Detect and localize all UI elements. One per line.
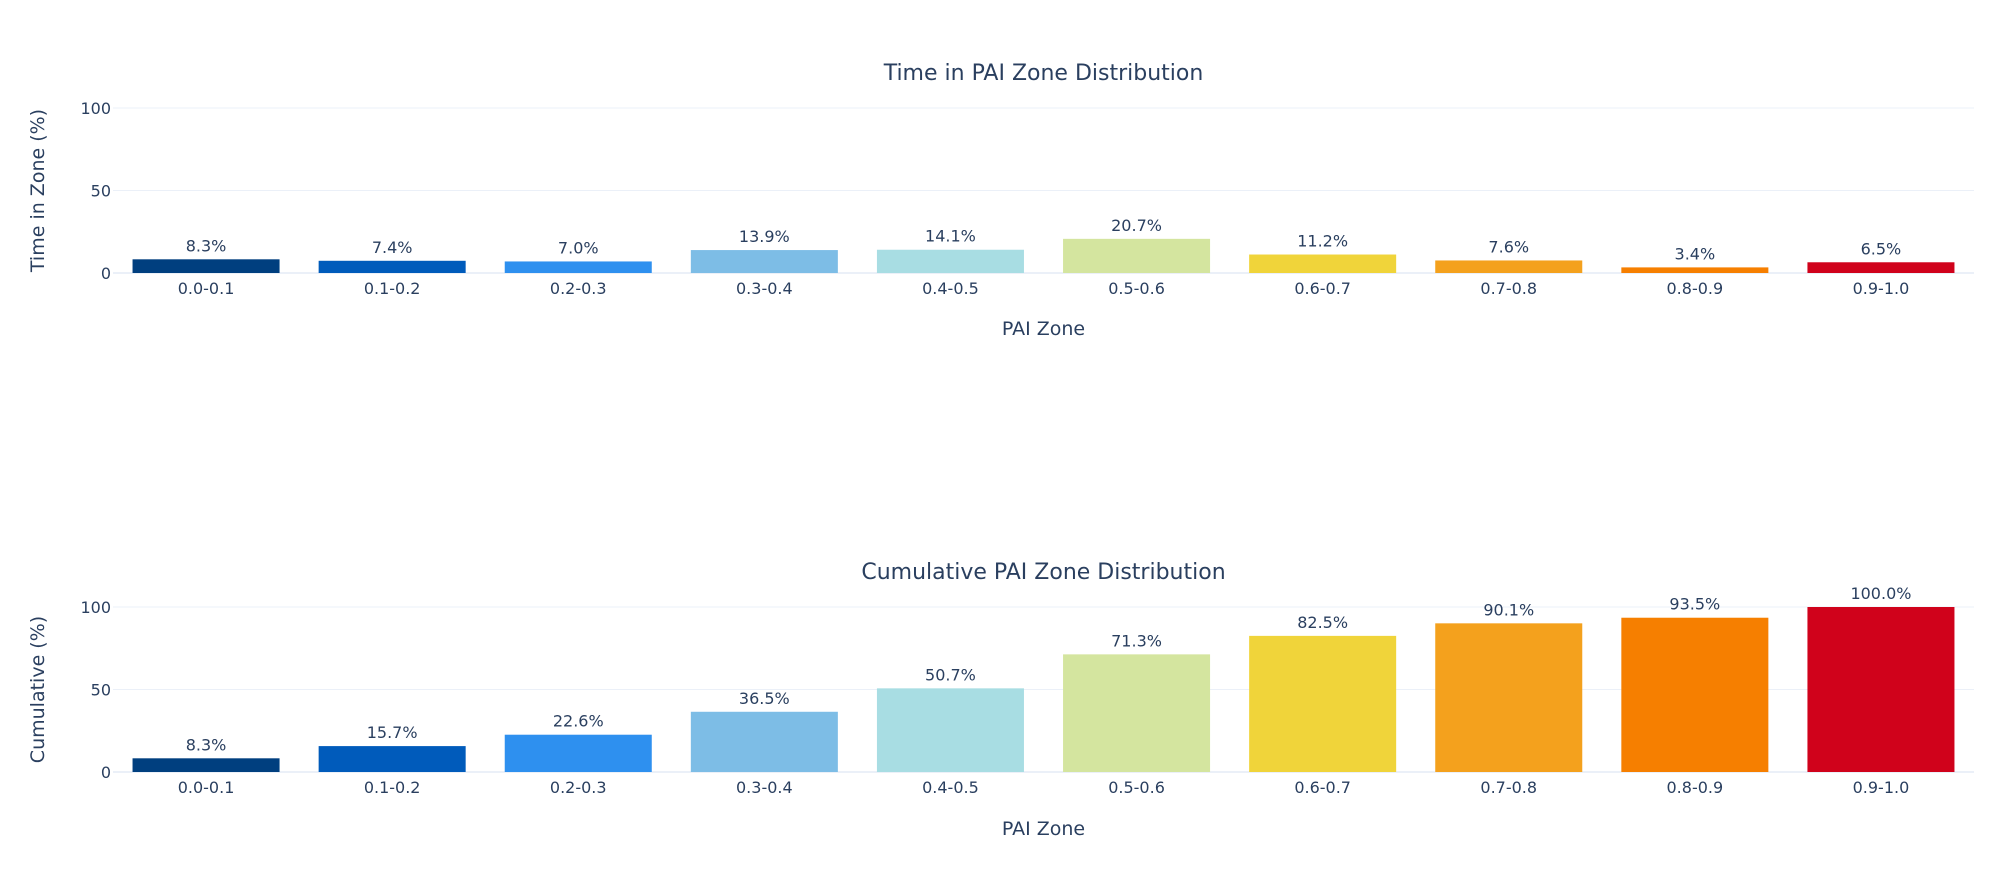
y-tick-label: 100 <box>80 598 111 617</box>
chart-title: Time in PAI Zone Distribution <box>883 61 1204 86</box>
bar <box>690 250 838 273</box>
bar <box>504 734 652 772</box>
y-axis-label: Time in Zone (%) <box>27 109 49 273</box>
bar <box>1249 635 1397 772</box>
x-tick-label: 0.9-1.0 <box>1853 778 1910 797</box>
bar <box>1249 254 1397 273</box>
x-tick-label: 0.6-0.7 <box>1294 778 1351 797</box>
y-tick-label: 50 <box>91 182 111 201</box>
x-tick-label: 0.6-0.7 <box>1294 279 1351 298</box>
bar <box>1621 267 1769 273</box>
x-tick-label: 0.1-0.2 <box>364 778 421 797</box>
x-tick-label: 0.8-0.9 <box>1667 778 1724 797</box>
data-label: 8.3% <box>186 236 227 255</box>
x-tick-label: 0.3-0.4 <box>736 279 793 298</box>
bar <box>1807 262 1955 273</box>
bar <box>1063 238 1211 273</box>
bar <box>1807 607 1955 772</box>
bar <box>876 249 1024 273</box>
bar <box>1435 623 1583 772</box>
data-label: 14.1% <box>925 227 976 246</box>
bar <box>690 711 838 772</box>
bar <box>132 758 280 772</box>
x-axis-label: PAI Zone <box>1002 318 1085 340</box>
data-label: 71.3% <box>1111 631 1162 650</box>
data-label: 8.3% <box>186 735 227 754</box>
data-label: 20.7% <box>1111 216 1162 235</box>
data-label: 7.0% <box>558 238 599 257</box>
chart-title: Cumulative PAI Zone Distribution <box>861 560 1225 585</box>
x-tick-label: 0.4-0.5 <box>922 279 979 298</box>
x-tick-label: 0.0-0.1 <box>178 279 235 298</box>
x-axis-label: PAI Zone <box>1002 818 1085 840</box>
data-label: 36.5% <box>739 689 790 708</box>
data-label: 100.0% <box>1850 584 1911 603</box>
y-tick-label: 50 <box>91 681 111 700</box>
data-label: 7.4% <box>372 238 413 257</box>
x-tick-label: 0.1-0.2 <box>364 279 421 298</box>
data-label: 93.5% <box>1669 595 1720 614</box>
y-tick-label: 100 <box>80 99 111 118</box>
y-tick-label: 0 <box>101 763 111 782</box>
x-tick-label: 0.4-0.5 <box>922 778 979 797</box>
data-label: 82.5% <box>1297 613 1348 632</box>
data-label: 6.5% <box>1861 239 1902 258</box>
bar <box>1621 617 1769 772</box>
bar <box>318 260 466 273</box>
x-tick-label: 0.2-0.3 <box>550 279 607 298</box>
bar <box>504 261 652 273</box>
x-tick-label: 0.7-0.8 <box>1480 778 1537 797</box>
x-tick-label: 0.0-0.1 <box>178 778 235 797</box>
bar <box>1063 654 1211 772</box>
data-label: 22.6% <box>553 712 604 731</box>
data-label: 3.4% <box>1675 244 1716 263</box>
x-tick-label: 0.9-1.0 <box>1853 279 1910 298</box>
bar <box>318 746 466 772</box>
data-label: 13.9% <box>739 227 790 246</box>
x-tick-label: 0.3-0.4 <box>736 778 793 797</box>
x-tick-label: 0.5-0.6 <box>1108 778 1165 797</box>
bar <box>132 259 280 273</box>
x-tick-label: 0.8-0.9 <box>1667 279 1724 298</box>
data-label: 50.7% <box>925 665 976 684</box>
data-label: 11.2% <box>1297 232 1348 251</box>
x-tick-label: 0.5-0.6 <box>1108 279 1165 298</box>
data-label: 7.6% <box>1488 237 1529 256</box>
x-tick-label: 0.2-0.3 <box>550 778 607 797</box>
x-tick-label: 0.7-0.8 <box>1480 279 1537 298</box>
bar <box>1435 260 1583 273</box>
y-tick-label: 0 <box>101 264 111 283</box>
y-axis-label: Cumulative (%) <box>27 616 49 763</box>
data-label: 15.7% <box>367 723 418 742</box>
bar <box>876 688 1024 772</box>
data-label: 90.1% <box>1483 600 1534 619</box>
